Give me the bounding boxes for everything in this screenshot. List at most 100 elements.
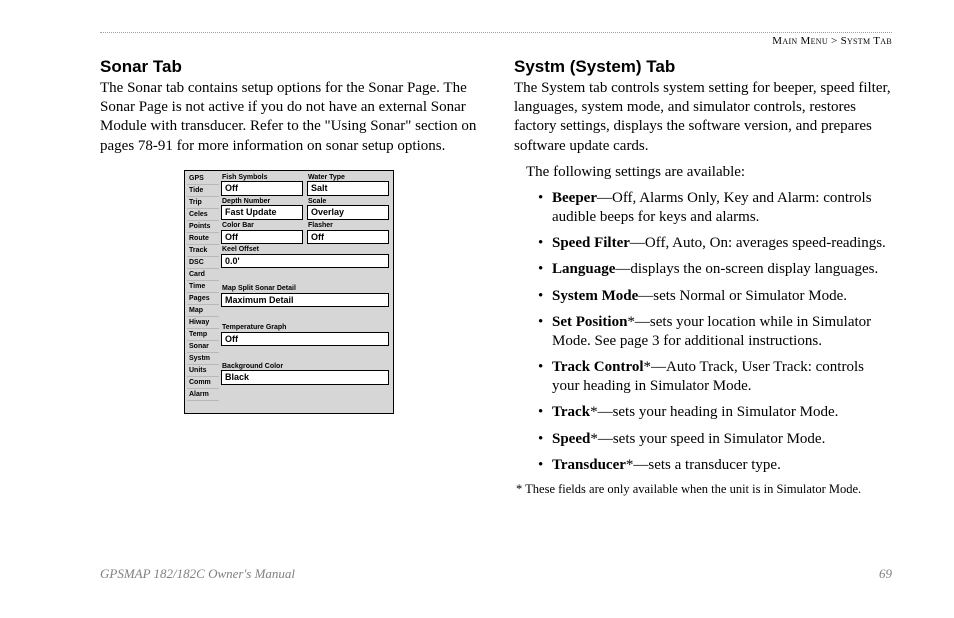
sonar-tab-cell: Route [187,233,219,245]
columns: Sonar Tab The Sonar tab contains setup o… [100,57,892,497]
sonar-tab-cell: Time [187,281,219,293]
settings-item: Track*—sets your heading in Simulator Mo… [538,403,892,422]
settings-item: Language—displays the on-screen display … [538,260,892,279]
left-column: Sonar Tab The Sonar tab contains setup o… [100,57,478,497]
footer-page-number: 69 [879,566,892,582]
sonar-tab-cell: Card [187,269,219,281]
settings-item-desc: —Off, Auto, On: averages speed-readings. [630,235,886,251]
sonar-field-pair: Color BarOffFlasherOff [219,221,391,245]
sonar-tab-cell: Sonar [187,341,219,353]
sonar-field-label: Map Split Sonar Detail [219,284,391,293]
settings-item-desc: —sets your speed in Simulator Mode. [598,431,825,447]
sonar-field-value: Off [307,230,389,244]
sonar-tab-cell: Hiway [187,317,219,329]
sonar-field-label: Fish Symbols [219,173,305,182]
sonar-tab-cell: Track [187,245,219,257]
settings-item-star: * [644,359,652,375]
sonar-field-label: Color Bar [219,221,305,230]
sonar-field-value: Off [221,230,303,244]
sonar-tab-cell: Points [187,221,219,233]
settings-item-term: Speed [552,431,590,447]
sonar-field: Water TypeSalt [305,173,391,197]
settings-item-term: Set Position [552,314,627,330]
sonar-field: FlasherOff [305,221,391,245]
breadcrumb: Main Menu > Systm Tab [100,35,892,47]
sonar-field-pair: Depth NumberFast UpdateScaleOverlay [219,197,391,221]
sonar-field: Keel Offset0.0' [219,245,391,284]
settings-item: System Mode—sets Normal or Simulator Mod… [538,287,892,306]
simulator-footnote: * These fields are only available when t… [516,482,892,497]
sonar-tab-cell: GPS [187,173,219,185]
sonar-field-value: Salt [307,181,389,195]
sonar-tabs-column: GPSTideTripCelesPointsRouteTrackDSCCardT… [187,173,219,401]
sonar-field-value: 0.0' [221,254,389,268]
settings-item-term: Track Control [552,359,644,375]
sonar-tab-cell: Tide [187,185,219,197]
sonar-field-label: Temperature Graph [219,323,391,332]
settings-item: Speed*—sets your speed in Simulator Mode… [538,430,892,449]
systm-paragraph: The System tab controls system setting f… [514,79,892,156]
sonar-field-pair: Fish SymbolsOffWater TypeSalt [219,173,391,197]
breadcrumb-left: Main Menu [772,35,828,47]
settings-item-term: Track [552,404,590,420]
sonar-field: Color BarOff [219,221,305,245]
page-footer: GPSMAP 182/182C Owner's Manual 69 [100,566,892,582]
sonar-field-value: Off [221,181,303,195]
top-rule [100,32,892,33]
sonar-paragraph: The Sonar tab contains setup options for… [100,79,478,156]
settings-item-term: Speed Filter [552,235,630,251]
sonar-field-value: Maximum Detail [221,293,389,307]
settings-item-term: Transducer [552,457,626,473]
breadcrumb-sep: > [828,35,841,47]
settings-item-desc: —sets your heading in Simulator Mode. [598,404,839,420]
sonar-field-label: Scale [305,197,391,206]
settings-item-desc: —sets Normal or Simulator Mode. [638,288,847,304]
sonar-field: Map Split Sonar DetailMaximum Detail [219,284,391,323]
sonar-tab-cell: Comm [187,377,219,389]
settings-list: Beeper—Off, Alarms Only, Key and Alarm: … [538,189,892,475]
sonar-field-value: Fast Update [221,205,303,219]
footer-manual-title: GPSMAP 182/182C Owner's Manual [100,566,295,582]
settings-item-star: * [590,431,598,447]
settings-item-desc: —displays the on-screen display language… [615,261,878,277]
sonar-field: Depth NumberFast Update [219,197,305,221]
sonar-field: Background ColorBlack [219,362,391,401]
settings-item: Speed Filter—Off, Auto, On: averages spe… [538,234,892,253]
sonar-field-label: Water Type [305,173,391,182]
sonar-field-label: Depth Number [219,197,305,206]
sonar-field-value: Off [221,332,389,346]
sonar-screenshot-row: GPSTideTripCelesPointsRouteTrackDSCCardT… [187,173,391,401]
sonar-tab-cell: Map [187,305,219,317]
settings-item: Beeper—Off, Alarms Only, Key and Alarm: … [538,189,892,227]
sonar-heading: Sonar Tab [100,57,478,77]
sonar-field: ScaleOverlay [305,197,391,221]
sonar-field-label: Background Color [219,362,391,371]
settings-item-term: Language [552,261,615,277]
settings-item-star: * [590,404,598,420]
sonar-field-value: Black [221,370,389,384]
sonar-fields-column: Fish SymbolsOffWater TypeSaltDepth Numbe… [219,173,391,401]
sonar-tab-cell: Temp [187,329,219,341]
sonar-tab-cell: Units [187,365,219,377]
sonar-tab-cell: Systm [187,353,219,365]
sonar-field-label: Flasher [305,221,391,230]
sonar-screenshot: GPSTideTripCelesPointsRouteTrackDSCCardT… [184,170,394,414]
systm-heading: Systm (System) Tab [514,57,892,77]
sonar-tab-cell: DSC [187,257,219,269]
settings-item: Set Position*—sets your location while i… [538,313,892,351]
manual-page: Main Menu > Systm Tab Sonar Tab The Sona… [0,0,954,618]
sonar-field: Fish SymbolsOff [219,173,305,197]
settings-item-term: Beeper [552,190,597,206]
settings-item-term: System Mode [552,288,638,304]
sonar-screenshot-wrap: GPSTideTripCelesPointsRouteTrackDSCCardT… [100,170,478,414]
sonar-tab-cell: Alarm [187,389,219,401]
right-column: Systm (System) Tab The System tab contro… [514,57,892,497]
settings-intro: The following settings are available: [526,164,892,181]
sonar-tab-cell: Trip [187,197,219,209]
sonar-field-label: Keel Offset [219,245,391,254]
sonar-tab-cell: Pages [187,293,219,305]
sonar-field: Temperature GraphOff [219,323,391,362]
sonar-tab-cell: Celes [187,209,219,221]
settings-item-desc: —sets a transducer type. [633,457,780,473]
settings-item: Transducer*—sets a transducer type. [538,456,892,475]
